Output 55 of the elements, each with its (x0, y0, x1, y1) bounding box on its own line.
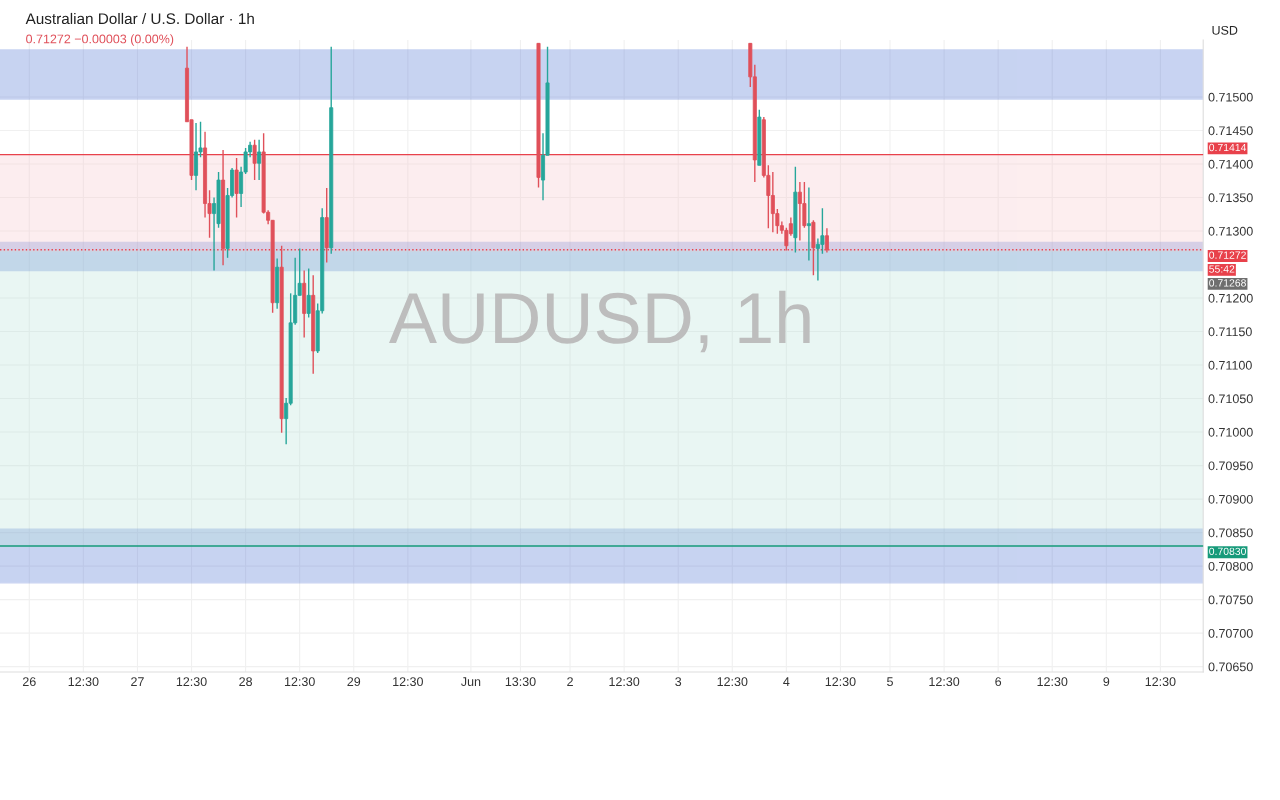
x-tick-label: 29 (347, 677, 361, 687)
y-tick-label: 0.71450 (1208, 126, 1253, 136)
chart-title: Australian Dollar / U.S. Dollar · 1h (25, 12, 254, 25)
x-tick-label: 26 (22, 677, 36, 687)
candlestick (252, 139, 257, 181)
x-tick-label: 12:30 (825, 677, 856, 687)
y-tick-label: 0.70650 (1208, 662, 1253, 672)
x-tick-label: 3 (675, 677, 682, 687)
candlestick (234, 157, 239, 219)
y-axis-title: USD (1212, 25, 1238, 35)
ref-line-label: 0.71272 (1209, 251, 1246, 259)
y-tick-label: 0.70850 (1208, 528, 1253, 538)
x-tick-label: 9 (1103, 677, 1110, 687)
y-tick-label: 0.71050 (1208, 394, 1253, 404)
x-tick-label: 12:30 (929, 677, 960, 687)
chart-subtitle: 0.71272 −0.00003 (0.00%) (26, 34, 174, 46)
y-tick-label: 0.70900 (1208, 494, 1253, 504)
y-tick-label: 0.70950 (1208, 461, 1253, 471)
x-tick-label: 12:30 (68, 677, 99, 687)
ref-line-label: 0.71414 (1209, 143, 1247, 152)
candlestick (257, 139, 262, 181)
x-tick-label: 12:30 (609, 677, 640, 687)
x-tick-label: 27 (131, 677, 144, 686)
x-tick-label: 6 (995, 677, 1002, 687)
y-tick-label: 0.71150 (1208, 327, 1252, 337)
x-tick-label: 28 (239, 677, 253, 687)
y-tick-label: 0.71400 (1208, 159, 1253, 169)
ref-line-label: 0.70830 (1209, 547, 1246, 556)
x-tick-label: 12:30 (717, 677, 748, 687)
annotation: AUDUSD, 1h (389, 290, 810, 353)
x-tick-label: 12:30 (1037, 677, 1068, 687)
x-tick-label: 12:30 (176, 677, 207, 687)
candlestick (824, 227, 829, 254)
y-tick-label: 0.71100 (1208, 360, 1252, 370)
x-tick-label: 12:30 (284, 677, 315, 687)
text: 55:42 (1209, 265, 1235, 273)
x-tick-label: 4 (783, 677, 790, 686)
y-tick-label: 0.71300 (1208, 226, 1253, 236)
x-tick-label: 5 (887, 677, 893, 687)
x-tick-label: Jun (461, 677, 481, 687)
y-tick-label: 0.70800 (1208, 561, 1253, 571)
y-tick-label: 0.71350 (1208, 193, 1253, 203)
y-tick-label: 0.71000 (1208, 427, 1253, 437)
x-tick-label: 2 (567, 677, 573, 686)
x-tick-label: 12:30 (393, 677, 423, 687)
y-tick-label: 0.70750 (1208, 595, 1253, 605)
candlestick (306, 267, 311, 319)
y-tick-label: 0.71200 (1208, 293, 1253, 303)
x-tick-label: 13:30 (505, 677, 536, 687)
candlestick (806, 186, 811, 262)
x-tick-label: 12:30 (1145, 677, 1176, 687)
candlestick (194, 122, 199, 191)
y-tick-label: 0.71500 (1208, 92, 1253, 102)
y-tick-label: 0.70700 (1208, 628, 1253, 638)
text: 0.71268 (1209, 279, 1246, 287)
